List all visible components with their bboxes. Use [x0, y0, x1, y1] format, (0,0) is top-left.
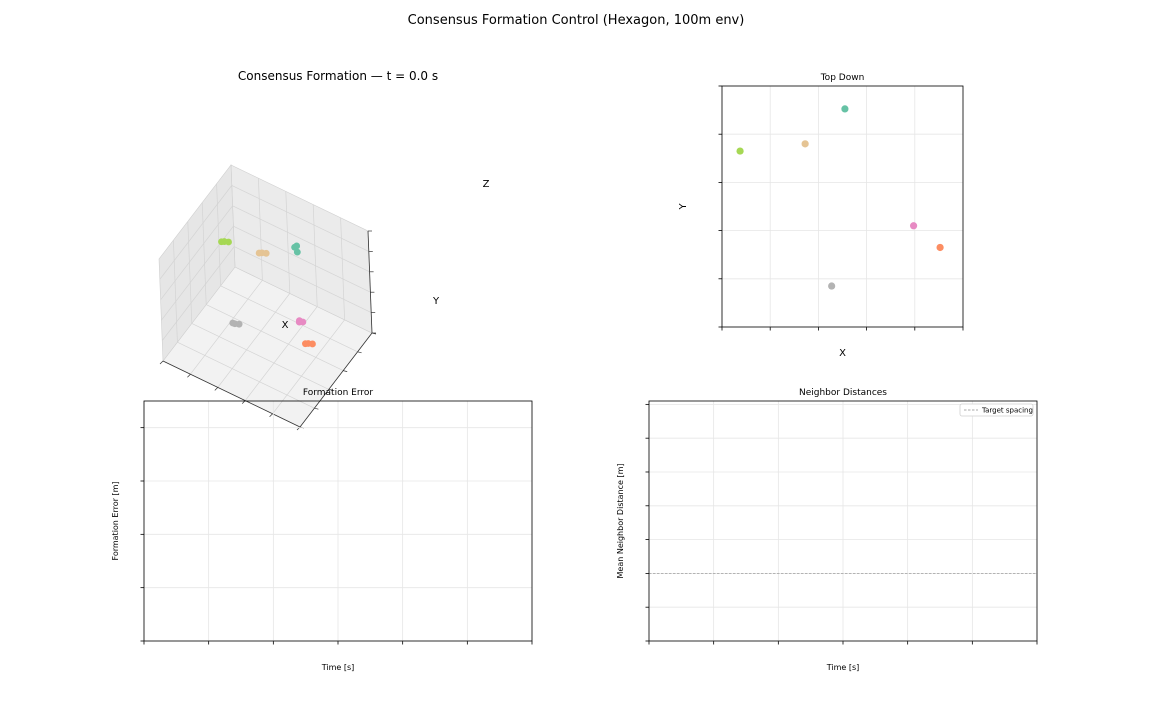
- view3d-grid: [177, 341, 315, 409]
- view3d-point-tan: [255, 249, 263, 257]
- topdown-frame: [721, 85, 964, 328]
- view3d-point-orange: [302, 340, 309, 348]
- view3d-grid: [216, 183, 221, 286]
- view3d-title: Consensus Formation — t = 0.0 s: [238, 69, 438, 83]
- view3d-grid: [340, 217, 345, 320]
- neighbor-legend-label: Target spacing: [981, 407, 1033, 415]
- view3d-point-gray: [235, 320, 243, 328]
- view3d-grid: [190, 279, 263, 375]
- topdown-point-gray: [828, 282, 836, 290]
- topdown-axes: Top Down X Y: [678, 73, 964, 359]
- topdown-xlabel: X: [839, 348, 846, 359]
- view3d-ytick-mark: [343, 370, 348, 372]
- view3d-point-lime: [218, 238, 225, 246]
- error-frame: [143, 400, 533, 642]
- topdown-ylabel: Y: [678, 203, 689, 211]
- topdown-point-orange: [936, 243, 944, 252]
- view3d-point-tan: [262, 249, 270, 257]
- view3d-ytick-mark: [357, 351, 362, 354]
- view3d-grid: [220, 285, 358, 353]
- view3d-grid: [234, 246, 372, 313]
- view3d-grid: [201, 202, 207, 305]
- view3d-grid: [258, 178, 263, 281]
- topdown-point-teal: [841, 105, 849, 113]
- view3d-zlabel: Z: [483, 179, 490, 190]
- view3d-point-teal: [293, 242, 301, 250]
- view3d-z-axis-line: [367, 230, 373, 334]
- view3d-point-lime: [225, 238, 232, 246]
- view3d-x-axis-line: [162, 360, 301, 428]
- error-xlabel: Time [s]: [321, 663, 355, 672]
- view3d-grid: [285, 191, 291, 294]
- neighbor-distances-axes: Neighbor Distances Time [s] Mean Neighbor …: [616, 388, 1038, 672]
- topdown-point-lime: [736, 147, 744, 155]
- view3d-grid: [159, 185, 233, 280]
- view3d-grid: [272, 319, 345, 415]
- topdown-point-tan: [801, 140, 809, 148]
- view3d-y-axis-line: [299, 332, 373, 428]
- view3d-grid: [191, 323, 329, 390]
- view3d-xtick-mark: [214, 387, 219, 391]
- error-title: Formation Error: [303, 388, 374, 398]
- topdown-point-pink: [909, 222, 918, 230]
- view3d-xlabel: X: [282, 320, 289, 331]
- view3d-grid: [173, 240, 178, 343]
- view3d-grid: [312, 204, 318, 307]
- figure-suptitle: Consensus Formation Control (Hexagon, 10…: [408, 13, 745, 28]
- neighbor-xlabel: Time [s]: [826, 663, 860, 672]
- view3d-point-pink: [295, 318, 303, 326]
- view3d-grid: [231, 185, 369, 252]
- neighbor-ylabel: Mean Neighbor Distance [m]: [616, 464, 625, 579]
- view3d-xtick-mark: [269, 413, 273, 418]
- view3d-grid: [161, 246, 235, 341]
- view3d-grid: [233, 225, 371, 293]
- neighbor-legend-box: [959, 403, 1034, 417]
- view3d-point-teal: [293, 248, 301, 256]
- view3d-point-orange: [309, 340, 316, 348]
- neighbor-frame: [648, 400, 1038, 642]
- view3d-grid: [206, 304, 344, 371]
- topdown-title: Top Down: [820, 73, 865, 83]
- neighbor-title: Neighbor Distances: [799, 388, 887, 398]
- view3d-point-gray: [229, 319, 237, 327]
- view3d-ytick-mark: [314, 407, 319, 410]
- view3d-grid: [187, 221, 193, 324]
- view3d-xtick-mark: [159, 360, 164, 365]
- view3d-grid: [232, 205, 370, 273]
- view3d-ylabel: Y: [432, 296, 440, 307]
- view3d-left-pane: [158, 164, 236, 362]
- view3d-ytick-mark: [328, 389, 333, 391]
- view3d-grid: [217, 293, 291, 388]
- formation-error-axes: Formation Error Time [s] Formation Error […: [111, 388, 533, 672]
- view3d-axes: X Y Z Consensus Formation — t = 0.0 s: [158, 69, 490, 431]
- error-ylabel: Formation Error [m]: [111, 482, 120, 561]
- view3d-grid: [160, 205, 233, 301]
- view3d-xtick-mark: [187, 373, 191, 378]
